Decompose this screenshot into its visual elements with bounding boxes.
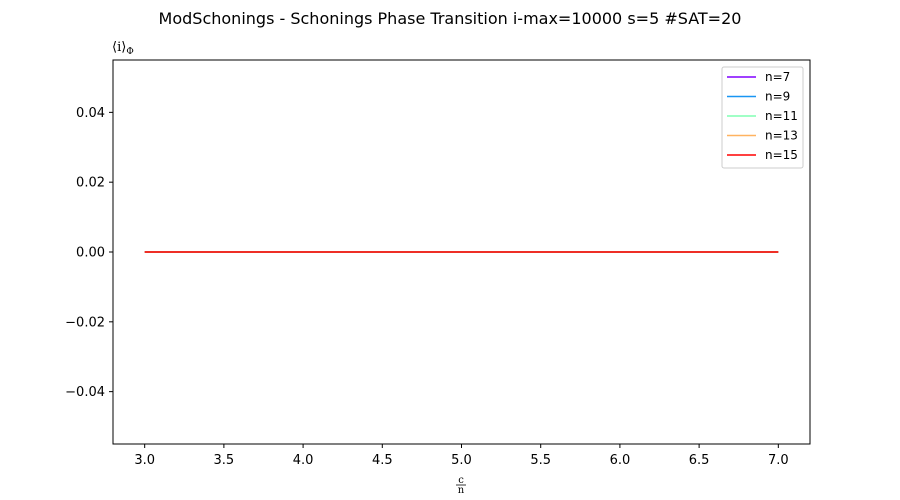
y-tick-label: 0.04	[76, 106, 105, 121]
legend-box	[721, 66, 804, 169]
x-tick-label: 4.5	[372, 453, 393, 468]
y-axis-label-main: ⟨i⟩	[112, 40, 126, 55]
y-axis-label: ⟨i⟩Φ	[112, 40, 134, 57]
x-tick-label: 4.0	[293, 453, 314, 468]
plot-area: 3.0 3.5 4.0 4.5 5.0 5.5 6.0 6.5 7.0 0.04 0.02 0.00…	[65, 59, 811, 468]
y-tick-label: −0.04	[65, 385, 105, 400]
y-tick-label: 0.00	[76, 246, 105, 261]
x-tick-label: 6.0	[610, 453, 631, 468]
x-axis-label-denominator: n	[458, 485, 465, 496]
legend-label-n=13: n=13	[765, 129, 798, 143]
x-tick-label: 5.0	[451, 453, 472, 468]
y-axis-ticks: 0.04 0.02 0.00 −0.02 −0.04	[65, 106, 113, 400]
legend-label-n=7: n=7	[765, 70, 790, 84]
x-axis-label-numerator: c	[458, 475, 464, 486]
x-tick-label: 7.0	[768, 453, 789, 468]
y-tick-label: 0.02	[76, 176, 105, 191]
x-axis-ticks: 3.0 3.5 4.0 4.5 5.0 5.5 6.0 6.5 7.0	[134, 444, 789, 468]
chart-title: ModSchonings - Schonings Phase Transitio…	[159, 9, 742, 28]
x-tick-label: 6.5	[689, 453, 710, 468]
legend-items: n=7 n=9 n=11 n=13 n=15	[727, 70, 798, 162]
x-tick-label: 3.0	[134, 453, 155, 468]
legend-label-n=11: n=11	[765, 109, 798, 123]
legend-label-n=9: n=9	[765, 90, 790, 104]
y-tick-label: −0.02	[65, 315, 105, 330]
legend: n=7 n=9 n=11 n=13 n=15	[721, 66, 804, 169]
y-axis-label-subscript: Φ	[126, 47, 133, 57]
x-tick-label: 5.5	[530, 453, 551, 468]
x-tick-label: 3.5	[214, 453, 235, 468]
legend-label-n=15: n=15	[765, 148, 798, 162]
x-axis-label: c n	[456, 475, 466, 496]
